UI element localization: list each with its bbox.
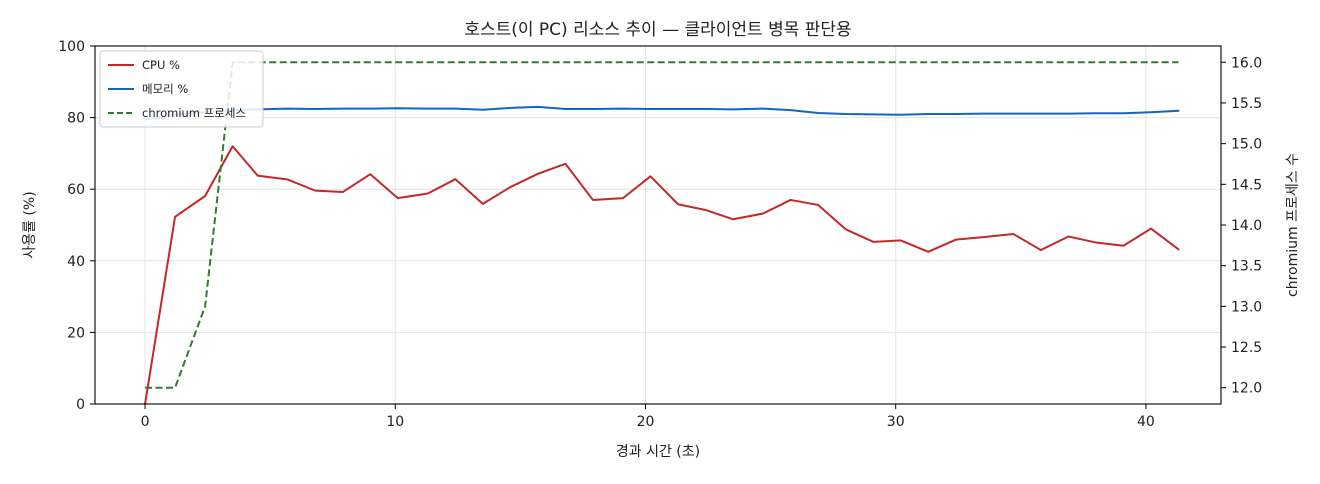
y2-tick-label: 14.0 <box>1231 218 1262 234</box>
x-axis-label: 경과 시간 (초) <box>616 444 700 460</box>
x-tick-label: 40 <box>1137 414 1155 430</box>
legend: CPU % 메모리 % chromium 프로세스 <box>99 50 264 128</box>
y2-tick-label: 13.5 <box>1231 259 1262 275</box>
series-line-2 <box>145 61 1179 389</box>
y-axis-label: 사용률 (%) <box>22 191 38 258</box>
axes: 0 10 20 30 40 0 20 40 60 80 100 12.0 12.5 13.0 13.5 14.… <box>58 39 1262 430</box>
legend-label-1: 메모리 % <box>142 82 188 96</box>
y2-tick-label: 15.0 <box>1231 137 1262 153</box>
grid <box>95 45 1221 405</box>
y-tick-label: 100 <box>58 39 85 55</box>
x-tick-label: 10 <box>386 414 404 430</box>
y-tick-label: 0 <box>76 397 85 413</box>
y2-tick-label: 14.5 <box>1231 177 1262 193</box>
x-tick-label: 20 <box>637 414 655 430</box>
chart-title: 호스트(이 PC) 리소스 추이 — 클라이언트 병목 판단용 <box>464 20 851 40</box>
series-lines <box>144 61 1180 405</box>
y2-tick-label: 12.5 <box>1231 340 1262 356</box>
y-tick-label: 80 <box>67 111 85 127</box>
y-tick-label: 20 <box>67 325 85 341</box>
legend-label-0: CPU % <box>142 58 180 72</box>
x-tick-label: 30 <box>887 414 905 430</box>
series-line-1 <box>144 105 1180 121</box>
y-tick-label: 60 <box>67 182 85 198</box>
legend-label-2: chromium 프로세스 <box>142 106 246 120</box>
plot-frame <box>94 45 1222 405</box>
y2-axis-label: chromium 프로세스 수 <box>1285 153 1301 297</box>
y2-tick-label: 16.0 <box>1231 55 1262 71</box>
y2-tick-label: 13.0 <box>1231 299 1262 315</box>
series-line-0 <box>144 145 1180 405</box>
y-tick-label: 40 <box>67 254 85 270</box>
y2-tick-label: 12.0 <box>1231 381 1262 397</box>
x-tick-label: 0 <box>141 414 150 430</box>
legend-box <box>99 50 264 128</box>
y2-tick-label: 15.5 <box>1231 96 1262 112</box>
